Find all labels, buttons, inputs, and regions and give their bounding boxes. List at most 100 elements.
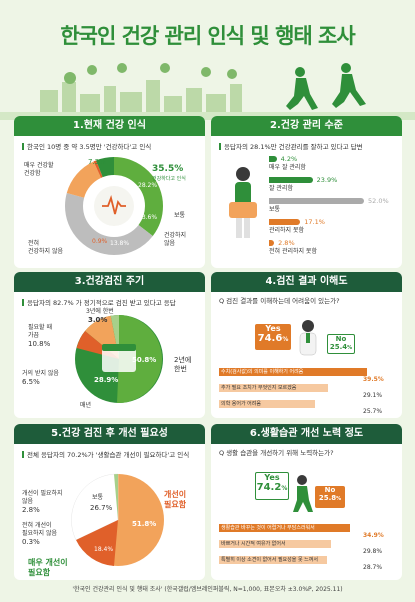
label-yearly: 매년 — [80, 402, 92, 409]
panel-header: 4.검진 결과 이해도 — [211, 272, 402, 292]
pct-needed: 51.8% — [132, 520, 157, 528]
bar — [269, 219, 301, 225]
bar-value: 2.8% — [278, 239, 295, 247]
panel-improvement-need: 5.건강 검진 후 개선 필요성 전체 응답자의 70.2%가 '생활습관 개선… — [14, 424, 205, 580]
pct-yearly: 28.9% — [94, 376, 119, 384]
bar-label: 매우 잘 관리함 — [269, 164, 306, 171]
pct-normal: 26.7% — [90, 504, 113, 512]
no-label: No — [335, 335, 347, 343]
bar — [219, 540, 331, 548]
legend-very-healthy-pct: 7.3% — [88, 158, 106, 166]
panel-result-understanding: 4.검진 결과 이해도 Q 검진 결과를 이해하는데 어려움이 있는가? Yes… — [211, 272, 402, 418]
question-text: Q 검진 결과를 이해하는데 어려움이 있는가? — [219, 297, 340, 305]
bar — [219, 556, 327, 564]
health-donut-chart — [65, 157, 163, 255]
legend-very-healthy: 매우 건강할 건강함 — [24, 162, 54, 177]
yes-label: Yes — [265, 324, 281, 333]
bar-value: 34.9% — [363, 532, 384, 539]
bar-value: 17.1% — [304, 218, 325, 226]
legend-normal: 보통 — [174, 212, 186, 219]
bar-value: 4.2% — [280, 155, 298, 163]
improvement-pie-chart — [71, 473, 164, 566]
no-box: No 25.8% — [315, 486, 345, 508]
label-not-needed: 개선이 필요하지 않음 — [22, 490, 63, 505]
pct-2years: 50.8% — [132, 356, 157, 364]
bar — [269, 198, 364, 204]
panel-subtitle: 응답자의 28.1%만 건강관리를 잘하고 있다고 답변 — [219, 141, 363, 151]
question-text: Q 생활 습관을 개선하기 위해 노력하는가? — [219, 449, 334, 457]
bar — [219, 400, 316, 408]
bar-label: 잘 관리함 — [269, 185, 293, 192]
inner-pct-normal: 43.6% — [138, 214, 158, 221]
bar — [269, 156, 277, 162]
label-rarely: 거의 받지 않음 — [22, 370, 59, 377]
bar-value: 39.5% — [363, 376, 384, 383]
panel-header: 6.생활습관 개선 노력 정도 — [211, 424, 402, 444]
source-footer: '한국인 건강관리 인식 및 행태 조사' (한국갤럽/엠브레인퍼블릭, N=1… — [72, 586, 343, 593]
bar-value: 29.8% — [363, 548, 383, 555]
panel-subtitle: 전체 응답자의 70.2%가 '생활습관 개선이 필요하다'고 인식 — [22, 449, 189, 459]
bar — [219, 368, 368, 376]
yes-value: 74.6% — [257, 333, 289, 344]
panel-health-management: 2.건강 관리 수준 응답자의 28.1%만 건강관리를 잘하고 있다고 답변 … — [211, 116, 402, 268]
pct-rarely: 6.5% — [22, 378, 40, 386]
header-illustration — [0, 63, 415, 120]
panel-subtitle: 한국인 10명 중 약 3.5명만 '건강하다'고 인식 — [22, 141, 151, 151]
label-very-needed: 매우 개선이 필요함 — [28, 558, 68, 577]
legend-unhealthy: 건강하지 않음 — [164, 232, 187, 247]
yes-box: Yes 74.6% — [255, 324, 291, 350]
label-sometimes: 필요할 때 가끔 — [28, 324, 52, 339]
label-3years: 3년에 한번 — [86, 308, 114, 315]
bar-label: 관리하지 못함 — [269, 227, 305, 234]
bar-label: 바쁘거나 시간적 여유가 없어서 — [221, 541, 286, 547]
pct-very-needed: 18.4% — [94, 546, 114, 553]
label-2years: 2년에 한번 — [174, 356, 192, 373]
legend-very-unhealthy: 전혀 건강하지 않음 — [28, 240, 64, 255]
panel-health-perception: 1.현재 건강 인식 한국인 10명 중 약 3.5명만 '건강하다'고 인식 … — [14, 116, 205, 268]
bar-value: 28.7% — [363, 564, 383, 571]
checkup-pie-chart — [75, 315, 163, 404]
doctor-illustration — [299, 320, 317, 356]
no-value: 25.4% — [329, 343, 353, 351]
pct-sometimes: 10.8% — [28, 340, 51, 348]
pct-not-at-all: 0.3% — [22, 538, 40, 546]
panel-header: 3.건강검진 주기 — [14, 272, 205, 292]
label-normal: 보통 — [92, 494, 104, 501]
runner-illustration — [293, 475, 313, 512]
panel-header: 2.건강 관리 수준 — [211, 116, 402, 136]
bar-label: 보통 — [269, 206, 281, 213]
bar-label: 특별히 이상 소견이 없어서 필요성을 못 느껴서 — [221, 557, 318, 563]
bar-label: 의학 용어가 어려움 — [221, 401, 261, 407]
bar-value: 52.0% — [368, 197, 389, 205]
label-needed: 개선이 필요함 — [164, 490, 187, 509]
yes-label: Yes — [264, 473, 280, 482]
pct-not-needed: 2.8% — [22, 506, 40, 514]
no-value: 25.8% — [318, 494, 342, 502]
yes-value: 74.2% — [256, 482, 288, 493]
bar-label: 추가 필요 조치가 무엇인지 모르겠음 — [221, 385, 297, 391]
yes-box: Yes 74.2% — [255, 472, 289, 500]
legend-healthy-pct: 35.5% — [152, 164, 184, 174]
bar-value: 25.7% — [363, 408, 383, 415]
bar — [269, 240, 275, 246]
bar-label: 생활습관 바꾸는 것이 어렵거나 부담스러워서 — [221, 525, 315, 531]
panel-header: 5.건강 검진 후 개선 필요성 — [14, 424, 205, 444]
bar — [219, 524, 350, 532]
bar-label: 수치(검사값)의 의미를 이해하기 어려움 — [221, 369, 304, 375]
pct-3years: 3.0% — [88, 316, 108, 324]
panel-lifestyle-effort: 6.생활습관 개선 노력 정도 Q 생활 습관을 개선하기 위해 노력하는가? … — [211, 424, 402, 580]
bar-label: 전혀 관리하지 못함 — [269, 248, 317, 255]
panel-header: 1.현재 건강 인식 — [14, 116, 205, 136]
bar — [269, 177, 313, 183]
legend-healthy: 건강하다고 인식 — [152, 176, 186, 182]
legend-very-unhealthy-pct: 0.9% — [92, 238, 108, 245]
page-title: 한국인 건강 관리 인식 및 행태 조사 — [60, 24, 355, 48]
person-illustration — [229, 167, 257, 238]
label-not-at-all: 전혀 개선이 필요하지 않음 — [22, 522, 58, 537]
inner-pct-healthy: 28.2% — [138, 182, 158, 189]
panel-checkup-frequency: 3.건강검진 주기 응답자의 82.7% 가 정기적으로 검진 받고 있다고 응… — [14, 272, 205, 418]
no-label: No — [324, 486, 336, 494]
no-box: No 25.4% — [327, 334, 355, 354]
inner-pct-unhealthy: 13.8% — [110, 240, 130, 247]
